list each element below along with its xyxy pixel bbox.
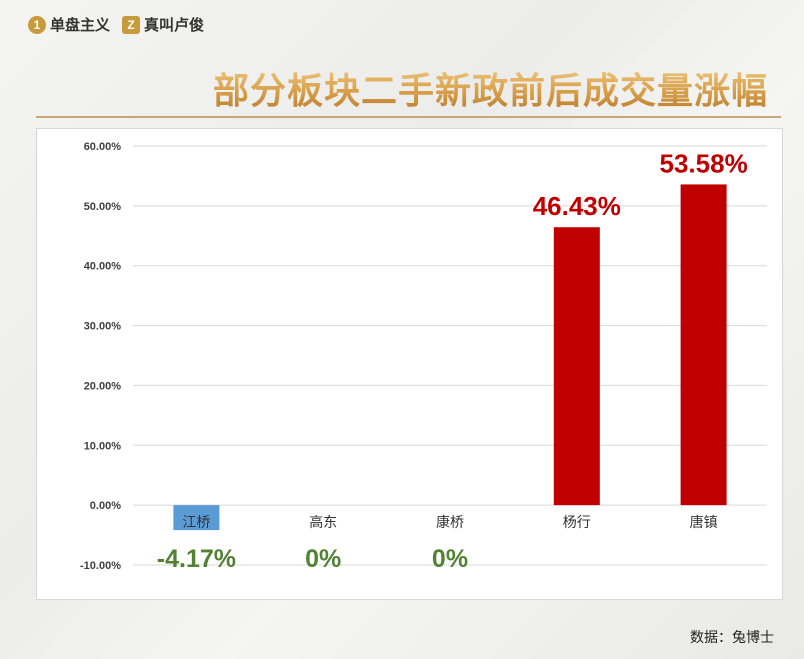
brand-left-name: 单盘主义 [50,17,111,34]
chart-panel: -10.00% 0.00% 10.00% 20.00% 30.00% 40.00% 50.0… [36,128,783,600]
brand-left: 1 单盘主义 [28,14,110,35]
x-tick-label: 杨行 [563,515,591,531]
bars [173,184,727,531]
y-tick-label: 50.00% [84,201,122,213]
data-label: 0% [305,545,341,573]
data-labels: -4.17% 0% 0% 46.43% 53.58% [157,148,748,573]
x-tick-label: 高东 [309,514,337,531]
x-axis-ticks: 江桥 高东 康桥 杨行 唐镇 [182,514,717,531]
bar [680,184,727,506]
brand-right-logo-icon: Z [122,15,140,34]
x-tick-label: 江桥 [182,515,210,531]
data-label: -4.17% [157,545,236,573]
brand-right-name: 真叫卢俊 [144,17,205,34]
source-note: 数据：兔博士 [690,630,774,646]
header: 1 单盘主义 Z 真叫卢俊 部分板块二手新政前后成交量涨幅 [0,0,804,120]
x-tick-label: 康桥 [436,514,464,531]
brand-right: Z 真叫卢俊 [122,14,204,35]
data-label: 53.58% [660,148,748,178]
data-label: 0% [432,545,468,573]
bar [173,505,220,531]
y-axis-ticks: -10.00% 0.00% 10.00% 20.00% 30.00% 40.00% 50.0… [80,141,121,572]
title-divider [36,116,781,118]
data-label: 46.43% [533,191,621,221]
page-title: 部分板块二手新政前后成交量涨幅 [213,62,768,114]
y-tick-label: -10.00% [80,560,121,572]
y-tick-label: 40.00% [84,261,122,273]
y-tick-label: 0.00% [90,500,121,512]
grid-lines [133,145,767,566]
bar-chart: -10.00% 0.00% 10.00% 20.00% 30.00% 40.00% 50.0… [80,141,767,573]
y-tick-label: 10.00% [84,440,122,452]
bar [553,227,600,506]
brand-left-logo-icon: 1 [28,15,46,34]
y-tick-label: 20.00% [84,380,122,392]
y-tick-label: 60.00% [84,141,122,153]
y-tick-label: 30.00% [84,321,122,333]
x-tick-label: 唐镇 [690,514,718,531]
